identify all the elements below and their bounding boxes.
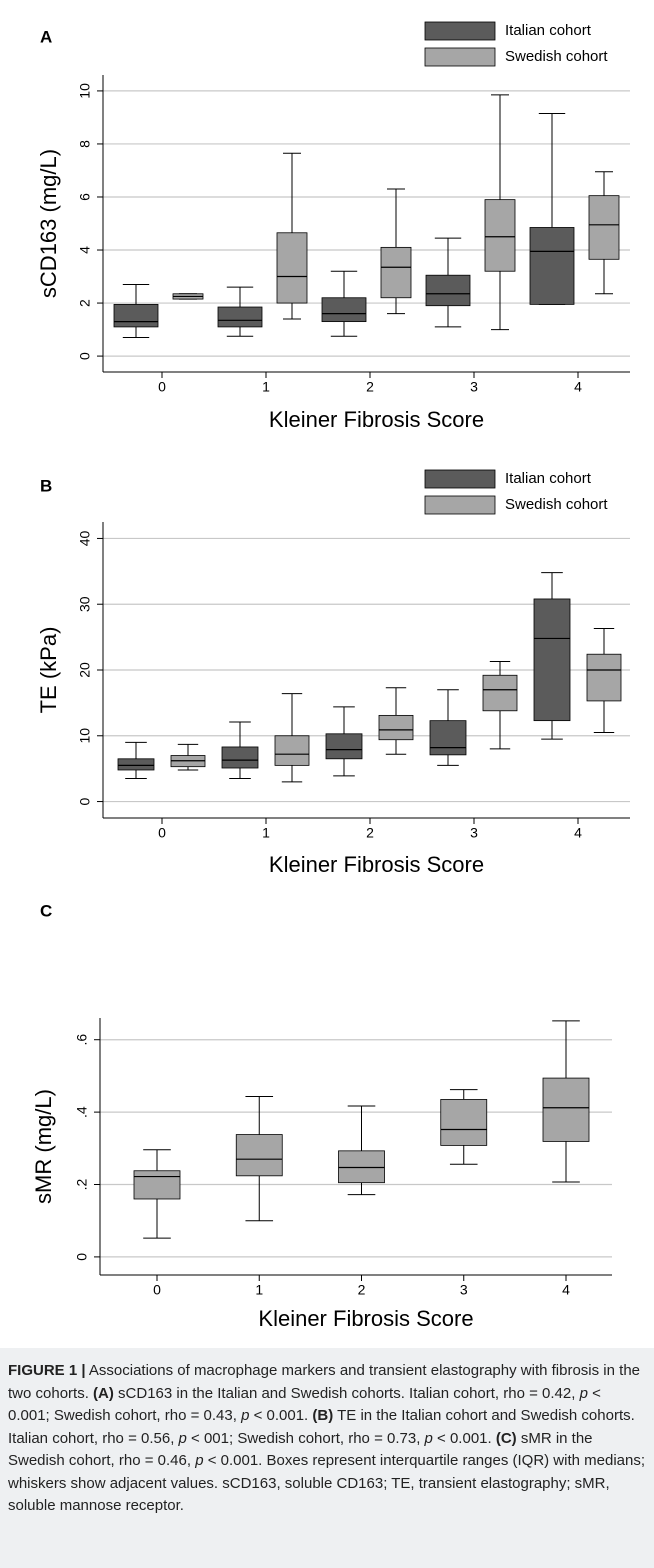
y-tick-label: 0 — [74, 1253, 90, 1261]
box — [321, 297, 367, 323]
x-tick-label: 2 — [366, 379, 374, 395]
x-tick-label: 1 — [255, 1282, 263, 1298]
box — [274, 735, 310, 766]
box — [338, 1150, 385, 1184]
box — [380, 246, 412, 299]
x-tick-label: 1 — [262, 825, 270, 841]
x-tick-label: 0 — [153, 1282, 161, 1298]
y-axis-label: TE (kPa) — [36, 627, 61, 714]
box — [482, 674, 518, 712]
caption-text: p — [195, 1452, 204, 1469]
caption-text: (C) — [495, 1429, 517, 1447]
x-axis-label: Kleiner Fibrosis Score — [269, 852, 484, 877]
y-tick-label: 40 — [77, 530, 93, 546]
caption-text: FIGURE 1 | — [8, 1362, 86, 1379]
box — [113, 303, 159, 328]
caption-text: (B) — [312, 1407, 334, 1424]
panel-letter: B — [40, 476, 52, 495]
box — [325, 733, 363, 760]
y-tick-label: 4 — [77, 246, 93, 254]
y-tick-label: 30 — [77, 596, 93, 612]
caption-text: < 0.001. Boxes represent interquartile r… — [8, 1452, 646, 1514]
y-tick-label: 20 — [77, 662, 93, 678]
y-tick-label: 10 — [77, 728, 93, 744]
caption-text: < 0.001. — [432, 1429, 496, 1447]
y-tick-label: 0 — [77, 352, 93, 360]
box — [276, 232, 308, 304]
caption: FIGURE 1 | Associations of macrophage ma… — [0, 1348, 654, 1568]
legend-swatch — [424, 21, 496, 41]
x-tick-label: 0 — [158, 379, 166, 395]
y-tick-label: .4 — [74, 1106, 90, 1118]
y-axis-label: sCD163 (mg/L) — [36, 149, 61, 298]
caption-text: TE in the Italian cohort and Swedish coh… — [8, 1407, 635, 1447]
box — [533, 598, 571, 722]
x-tick-label: 2 — [366, 825, 374, 841]
y-tick-label: 6 — [77, 193, 93, 201]
box — [133, 1170, 181, 1200]
x-axis-label: Kleiner Fibrosis Score — [269, 407, 484, 432]
caption-text: p — [241, 1407, 250, 1424]
box — [117, 758, 155, 771]
box — [588, 195, 620, 260]
legend-label: Swedish cohort — [505, 496, 608, 513]
box — [440, 1099, 488, 1146]
box — [378, 714, 414, 741]
y-tick-label: .6 — [74, 1034, 90, 1046]
x-tick-label: 3 — [460, 1282, 468, 1298]
y-tick-label: 2 — [77, 299, 93, 307]
y-axis-label: sMR (mg/L) — [31, 1089, 56, 1204]
x-axis-label: Kleiner Fibrosis Score — [258, 1306, 473, 1331]
y-tick-label: 10 — [77, 83, 93, 99]
caption-text: Associations of macrophage markers and t… — [8, 1362, 640, 1402]
box — [235, 1134, 283, 1177]
y-tick-label: 0 — [77, 797, 93, 805]
caption-text: < 0.001. — [249, 1407, 313, 1424]
x-tick-label: 3 — [470, 379, 478, 395]
box — [429, 720, 467, 756]
x-tick-label: 2 — [358, 1282, 366, 1298]
box — [529, 227, 575, 305]
legend-swatch — [424, 47, 496, 67]
legend-label: Italian cohort — [505, 470, 592, 487]
y-tick-label: 8 — [77, 140, 93, 148]
caption-text: (A) — [93, 1384, 114, 1402]
x-tick-label: 1 — [262, 379, 270, 395]
box — [484, 199, 516, 272]
panel-letter: C — [40, 901, 52, 920]
caption-text: p — [178, 1429, 187, 1447]
y-tick-label: .2 — [74, 1178, 90, 1190]
box — [586, 653, 622, 702]
panel-letter: A — [40, 27, 52, 46]
x-tick-label: 3 — [470, 825, 478, 841]
legend-label: Swedish cohort — [505, 48, 608, 65]
box — [542, 1077, 590, 1142]
caption-text: p — [579, 1384, 588, 1402]
caption-text: < 001; Swedish cohort, rho = 0.73, — [186, 1429, 425, 1447]
caption-text: sCD163 in the Italian and Swedish cohort… — [113, 1384, 580, 1402]
legend-swatch — [424, 469, 496, 489]
legend-swatch — [424, 495, 496, 515]
box — [425, 274, 471, 307]
x-tick-label: 4 — [574, 825, 582, 841]
caption-text: p — [424, 1429, 433, 1447]
box — [221, 746, 259, 769]
x-tick-label: 4 — [574, 379, 582, 395]
legend-label: Italian cohort — [505, 22, 592, 39]
x-tick-label: 4 — [562, 1282, 570, 1298]
box — [217, 306, 263, 328]
caption-text: sMR in the Swedish cohort, rho = 0.46, — [8, 1429, 593, 1470]
x-tick-label: 0 — [158, 825, 166, 841]
caption-text: < 0.001; Swedish cohort, rho = 0.43, — [8, 1384, 601, 1425]
